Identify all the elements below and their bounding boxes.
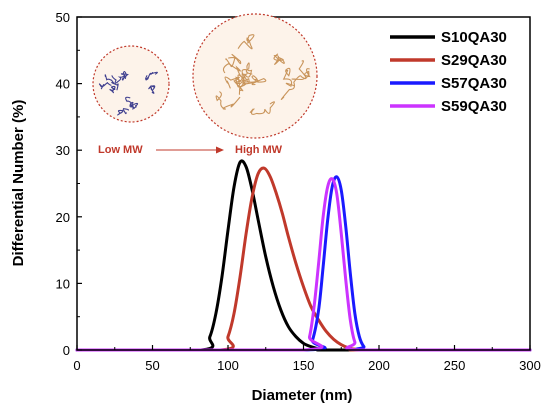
series-line-s59qa30 xyxy=(75,177,532,352)
polymer-coil xyxy=(145,71,158,81)
polymer-coil xyxy=(282,67,295,87)
polymer-coil xyxy=(239,75,267,91)
legend-label-s10qa30: S10QA30 xyxy=(441,29,507,46)
polymer-coil xyxy=(242,62,259,85)
polymer-coil xyxy=(273,53,285,65)
y-tick-label: 10 xyxy=(56,276,70,291)
low-mw-coil-illustration xyxy=(92,45,170,123)
polymer-coil xyxy=(225,53,242,68)
polymer-coil xyxy=(98,82,112,90)
x-tick-label: 300 xyxy=(519,358,541,373)
polymer-coil xyxy=(117,108,129,116)
dotted-boundary xyxy=(92,45,170,123)
x-tick-label: 50 xyxy=(145,358,159,373)
series-line-s10qa30 xyxy=(75,159,532,352)
high-mw-coil-illustration xyxy=(192,13,318,139)
x-tick-label: 100 xyxy=(217,358,239,373)
x-tick-label: 0 xyxy=(73,358,80,373)
x-tick-label: 200 xyxy=(368,358,390,373)
legend: S10QA30 S29QA30 S57QA30 S59QA30 xyxy=(390,29,507,115)
y-tick-label: 20 xyxy=(56,210,70,225)
x-tick-label: 250 xyxy=(444,358,466,373)
polymer-coil xyxy=(237,34,255,50)
polymer-coil xyxy=(249,101,275,115)
y-tick-label: 50 xyxy=(56,10,70,25)
series-line-s57qa30 xyxy=(75,175,532,352)
polymer-coil xyxy=(125,96,135,109)
y-tick-label: 30 xyxy=(56,143,70,158)
dotted-boundary xyxy=(192,13,318,139)
series-line-s29qa30 xyxy=(75,166,532,352)
polymer-coil xyxy=(109,85,116,94)
mw-arrow-head xyxy=(216,146,224,154)
polymer-coil xyxy=(280,60,307,100)
polymer-coil xyxy=(291,68,311,81)
polymer-coil xyxy=(224,76,241,89)
y-tick-label: 0 xyxy=(63,343,70,358)
x-tick-label: 150 xyxy=(293,358,315,373)
y-axis-title: Differential Number (%) xyxy=(10,100,27,267)
legend-label-s57qa30: S57QA30 xyxy=(441,75,507,92)
polymer-coil xyxy=(120,70,129,81)
x-axis-title: Diameter (nm) xyxy=(252,387,353,404)
polymer-coil xyxy=(235,69,253,88)
tick-layer: 0 50 100 150 200 250 300 0 10 20 30 40 50 xyxy=(56,10,541,373)
polymer-coil xyxy=(111,74,126,84)
legend-label-s59qa30: S59QA30 xyxy=(441,98,507,115)
polymer-coil xyxy=(104,74,119,91)
legend-label-s29qa30: S29QA30 xyxy=(441,52,507,69)
polymer-coil xyxy=(148,85,156,94)
polymer-coil xyxy=(215,91,241,110)
series-layer xyxy=(75,159,532,352)
high-mw-label: High MW xyxy=(235,144,283,156)
mw-inset: Low MW High MW xyxy=(92,13,318,156)
y-tick-label: 40 xyxy=(56,77,70,92)
low-mw-label: Low MW xyxy=(98,144,143,156)
